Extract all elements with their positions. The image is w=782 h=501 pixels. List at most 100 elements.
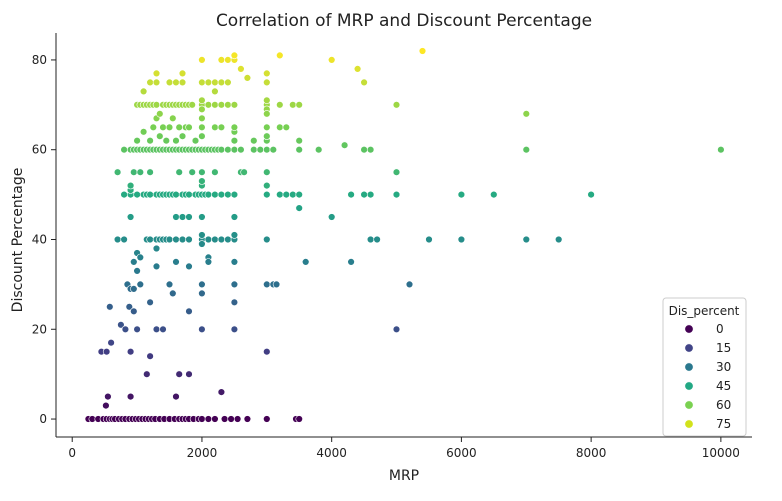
data-point xyxy=(217,190,226,199)
data-point xyxy=(211,168,219,176)
data-point xyxy=(172,78,180,87)
data-point xyxy=(130,258,138,266)
data-point xyxy=(554,235,563,244)
data-point xyxy=(490,190,498,199)
data-point xyxy=(133,190,141,199)
data-point xyxy=(263,415,271,423)
data-point xyxy=(230,123,239,132)
data-point xyxy=(102,401,110,410)
data-point xyxy=(198,56,206,64)
data-point xyxy=(211,87,219,96)
data-point xyxy=(211,123,219,132)
data-point xyxy=(295,415,303,423)
data-point xyxy=(188,101,196,109)
data-point xyxy=(165,123,174,132)
y-axis-label: Discount Percentage xyxy=(10,168,26,313)
legend-marker xyxy=(684,419,694,429)
data-point xyxy=(263,69,271,78)
data-point xyxy=(133,325,141,333)
data-point xyxy=(198,231,206,239)
data-point xyxy=(104,392,112,401)
data-point xyxy=(217,388,226,396)
data-point xyxy=(230,137,239,145)
data-point xyxy=(522,235,530,244)
data-point xyxy=(152,244,161,253)
legend-label: 45 xyxy=(716,379,731,393)
x-tick-label: 2000 xyxy=(187,446,218,460)
x-tick-label: 8000 xyxy=(576,446,607,460)
data-point xyxy=(230,101,239,109)
data-point xyxy=(224,146,232,154)
data-point xyxy=(175,370,183,378)
data-point xyxy=(263,78,271,87)
data-point xyxy=(146,298,154,306)
data-point xyxy=(191,137,200,145)
data-point xyxy=(146,137,154,145)
data-point xyxy=(172,235,180,244)
data-point xyxy=(276,190,284,199)
data-point xyxy=(353,65,362,73)
data-point xyxy=(360,190,368,199)
data-point xyxy=(120,235,128,244)
data-point xyxy=(204,101,213,109)
data-point xyxy=(224,190,232,199)
x-tick-label: 0 xyxy=(68,446,76,460)
data-point xyxy=(392,168,401,176)
data-point xyxy=(263,146,271,154)
data-point xyxy=(178,235,187,244)
data-point xyxy=(224,235,232,244)
data-point xyxy=(149,123,158,132)
x-tick-label: 10000 xyxy=(702,446,740,460)
data-point xyxy=(185,307,193,315)
data-point xyxy=(405,280,414,289)
data-point xyxy=(522,110,530,118)
data-point xyxy=(125,303,134,311)
chart-title: Correlation of MRP and Discount Percenta… xyxy=(216,11,592,31)
legend-marker xyxy=(684,324,694,334)
data-point xyxy=(178,78,187,87)
data-point xyxy=(366,190,375,199)
data-point xyxy=(204,415,213,423)
legend-title: Dis_percent xyxy=(669,304,740,318)
data-point xyxy=(175,123,183,132)
data-point xyxy=(172,258,180,266)
data-point xyxy=(198,114,206,123)
data-point xyxy=(133,137,141,145)
data-point xyxy=(230,325,239,333)
data-point xyxy=(237,146,245,154)
data-point xyxy=(224,56,232,64)
data-point xyxy=(224,78,232,87)
data-point xyxy=(263,123,271,132)
x-tick-label: 6000 xyxy=(446,446,477,460)
data-point xyxy=(178,69,187,78)
data-point xyxy=(121,325,130,333)
data-point xyxy=(159,123,167,132)
data-point xyxy=(143,370,151,378)
data-point xyxy=(156,110,164,118)
data-point xyxy=(237,65,245,73)
legend-label: 0 xyxy=(716,322,724,336)
data-point xyxy=(295,204,303,212)
data-point xyxy=(169,289,177,298)
data-point xyxy=(425,235,433,244)
data-point xyxy=(263,235,271,244)
data-point xyxy=(276,123,284,132)
y-tick-label: 20 xyxy=(32,322,47,336)
data-point xyxy=(227,415,235,423)
data-point xyxy=(217,56,226,64)
data-point xyxy=(198,240,206,248)
data-point xyxy=(198,168,206,176)
data-point xyxy=(360,146,368,154)
data-point xyxy=(230,51,239,60)
data-point xyxy=(185,370,193,378)
data-point xyxy=(587,190,595,199)
y-tick-label: 60 xyxy=(32,143,47,157)
data-point xyxy=(152,69,161,78)
data-point xyxy=(392,190,401,199)
data-point xyxy=(185,213,193,221)
data-point xyxy=(263,348,271,356)
data-point xyxy=(178,213,187,221)
data-point xyxy=(717,146,725,154)
